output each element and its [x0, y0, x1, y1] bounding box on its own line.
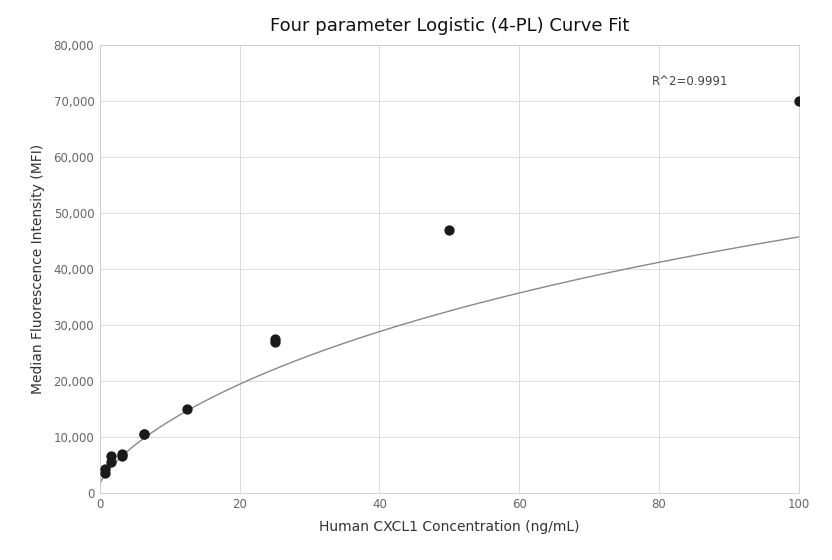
Point — [104, 458, 117, 466]
Point — [268, 334, 281, 343]
Point — [181, 404, 194, 413]
X-axis label: Human CXCL1 Concentration (ng/mL): Human CXCL1 Concentration (ng/mL) — [319, 520, 580, 534]
Text: R^2=0.9991: R^2=0.9991 — [652, 74, 729, 88]
Point — [268, 337, 281, 346]
Point — [104, 452, 117, 461]
Point — [115, 449, 128, 458]
Point — [99, 469, 112, 478]
Point — [115, 452, 128, 461]
Y-axis label: Median Fluorescence Intensity (MFI): Median Fluorescence Intensity (MFI) — [32, 144, 45, 394]
Point — [792, 96, 805, 105]
Point — [136, 430, 151, 438]
Title: Four parameter Logistic (4-PL) Curve Fit: Four parameter Logistic (4-PL) Curve Fit — [270, 17, 629, 35]
Point — [443, 225, 456, 234]
Point — [99, 465, 112, 474]
Point — [136, 430, 151, 438]
